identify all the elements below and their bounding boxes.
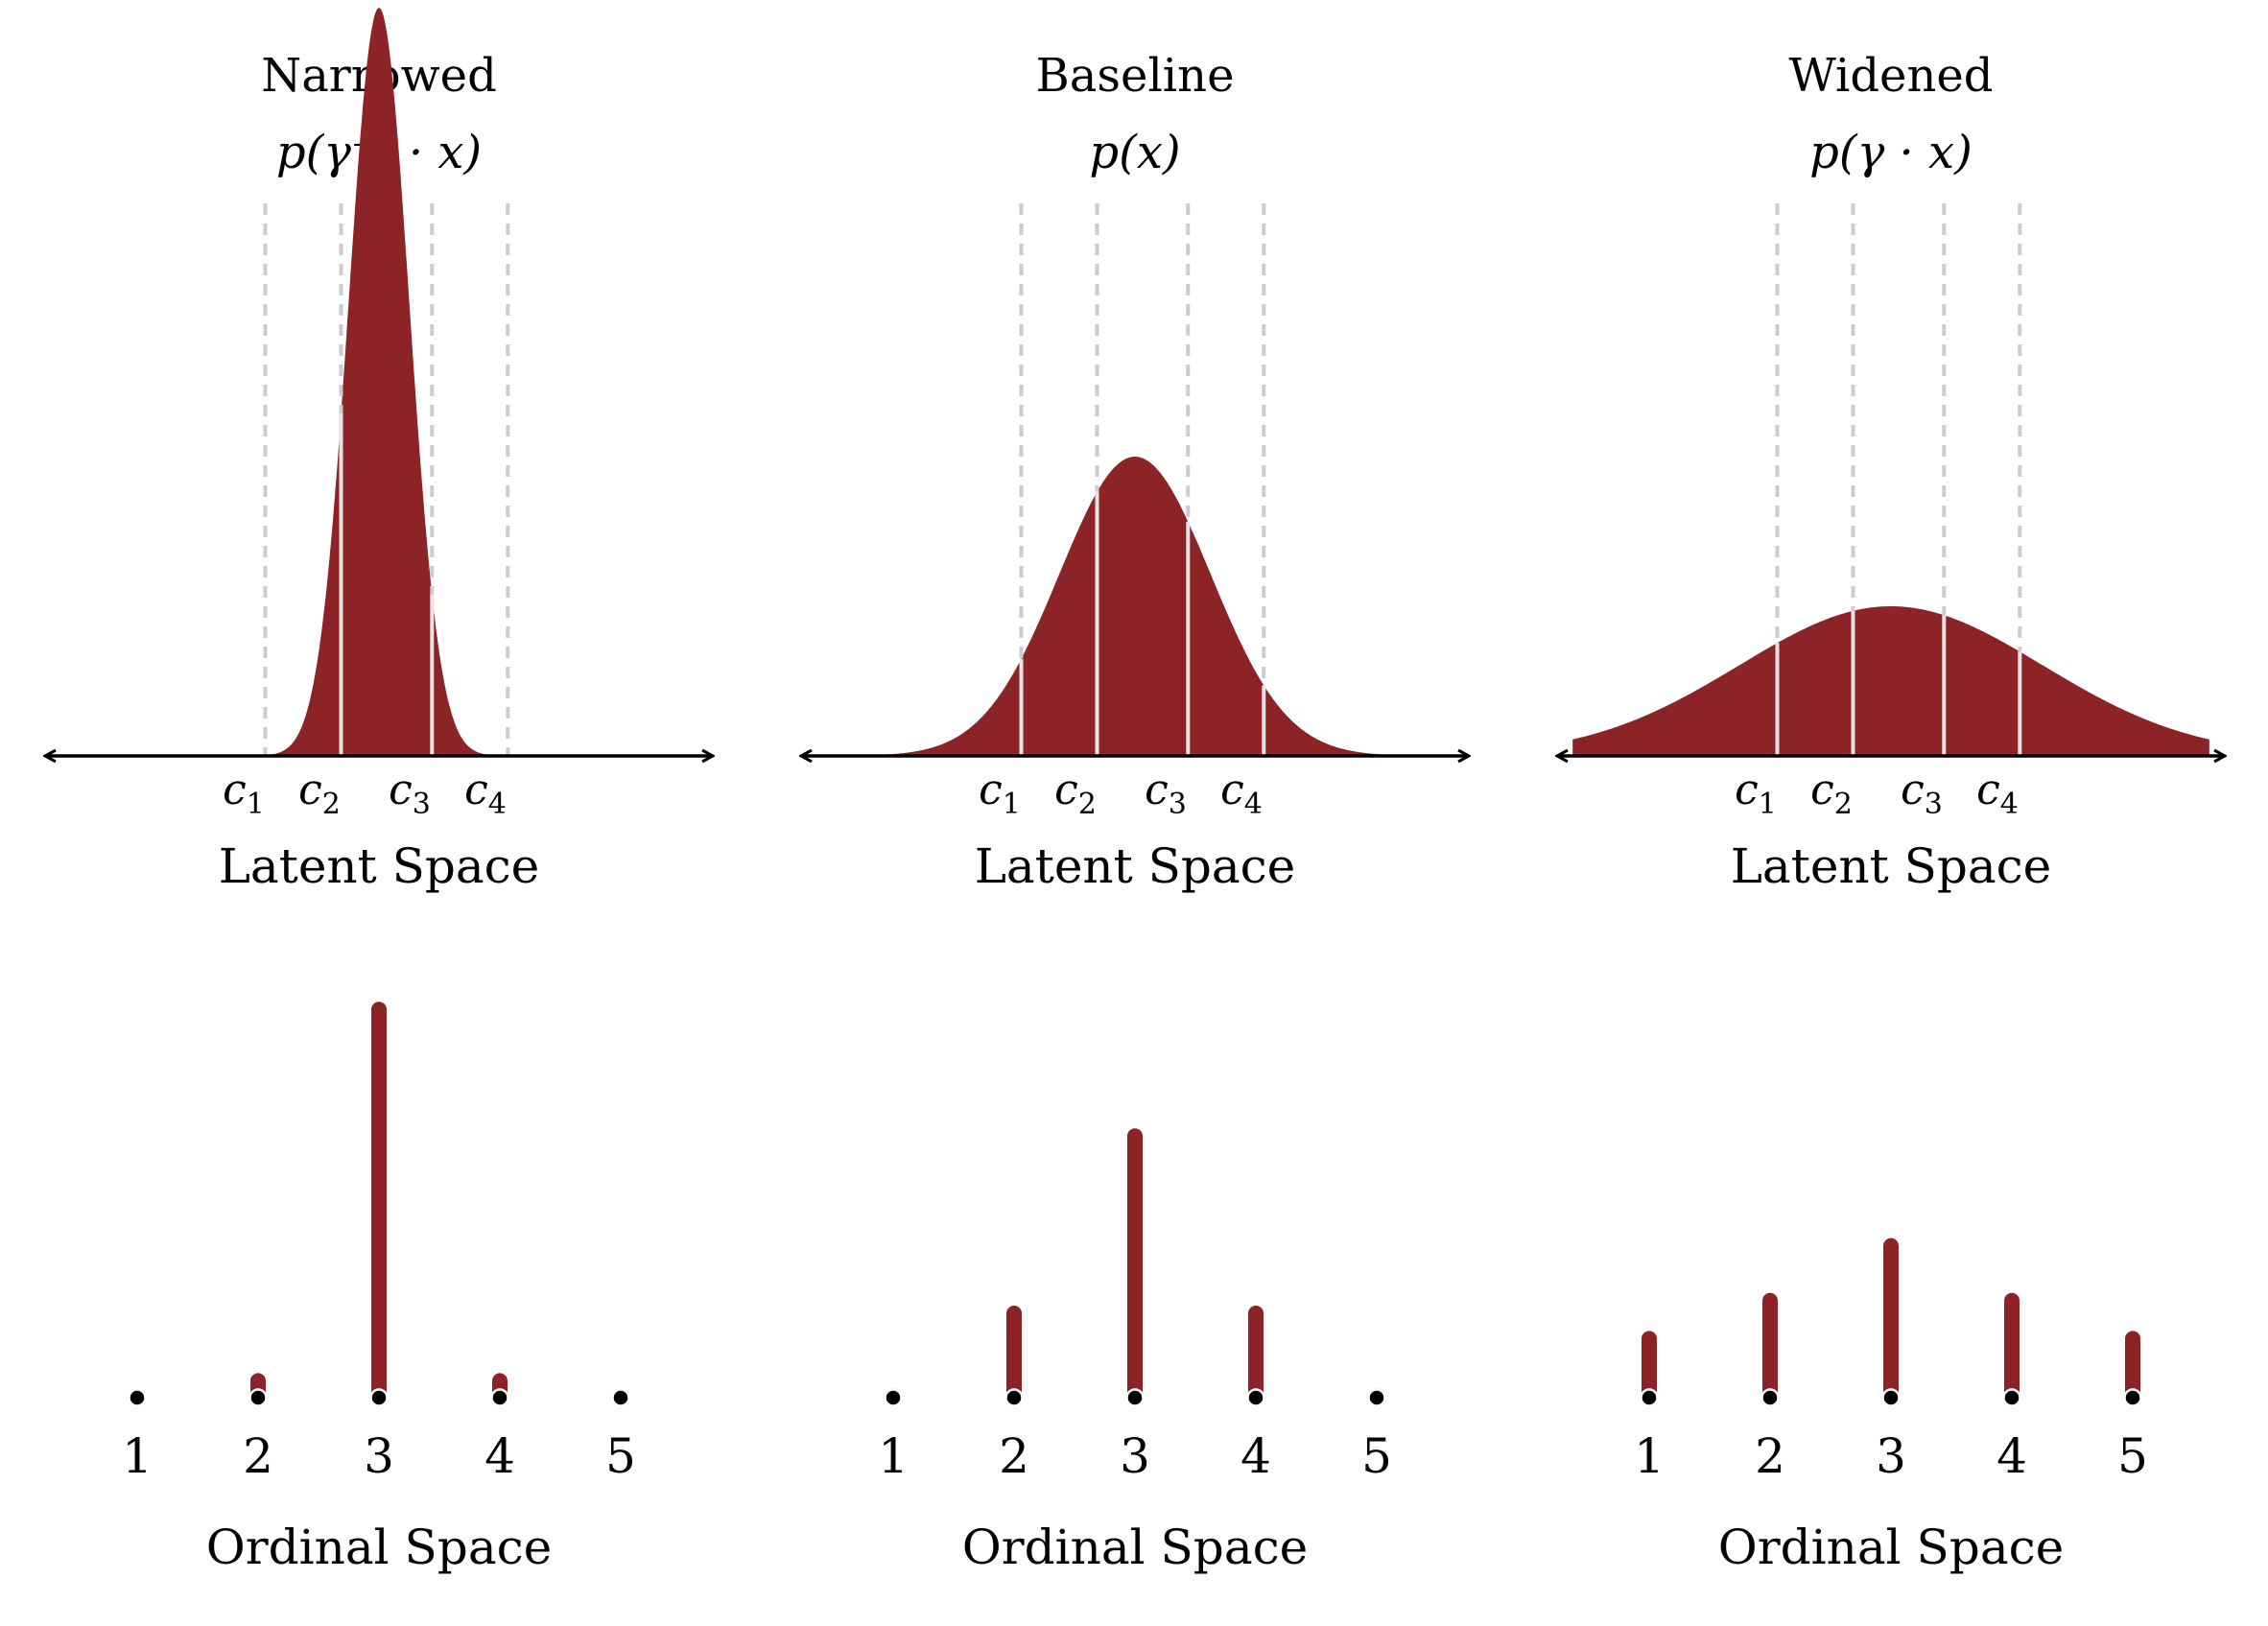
ordinal-label-4: 4 (1996, 1428, 2027, 1484)
cutpoint-label-c4: c4 (464, 766, 507, 821)
panel-widened: Widened p(γ · x) c1 c2 c3 c4 Latent Spac… (1558, 49, 2224, 1575)
panel-title: Widened (1788, 49, 1993, 103)
ordinal-label-1: 1 (878, 1428, 909, 1484)
panel-formula: p(γ · x) (1809, 126, 1973, 179)
ordinal-point-2 (1004, 1388, 1024, 1407)
ordinal-point-3 (1881, 1388, 1901, 1407)
latent-density (60, 8, 697, 756)
ordinal-tick-labels: 1 2 3 4 5 (1634, 1428, 2148, 1484)
panel-formula: p(x) (1089, 126, 1180, 179)
ordinal-point-5 (1367, 1388, 1386, 1407)
cutpoint-label-c3: c3 (1145, 766, 1187, 821)
ordinal-label-1: 1 (122, 1428, 153, 1484)
cutpoint-labels: c1 c2 c3 c4 (223, 766, 507, 821)
ordinal-label-3: 3 (1876, 1428, 1906, 1484)
cutpoint-label-c4: c4 (1220, 766, 1263, 821)
ordinal-point-5 (2123, 1388, 2142, 1407)
ordinal-point-3 (369, 1388, 389, 1407)
ordinal-point-3 (1125, 1388, 1145, 1407)
ordinal-point-4 (490, 1388, 509, 1407)
ordinal-label-5: 5 (605, 1428, 636, 1484)
ordinal-tick-labels: 1 2 3 4 5 (878, 1428, 1392, 1484)
cutpoint-label-c1: c1 (223, 766, 265, 821)
ordinal-point-4 (2002, 1388, 2021, 1407)
ordinal-space-label: Ordinal Space (962, 1520, 1308, 1575)
cutpoint-label-c3: c3 (1901, 766, 1943, 821)
ordinal-bars (1640, 1237, 2142, 1407)
panel-narrowed: Narrowed p(γ⁻¹ · x) c1 c2 c3 c4 Latent S… (46, 8, 712, 1575)
ordinal-label-4: 4 (1240, 1428, 1271, 1484)
panel-title: Baseline (1036, 49, 1235, 103)
latent-space-label: Latent Space (975, 838, 1296, 894)
ordinal-point-2 (1760, 1388, 1780, 1407)
ordinal-point-1 (1640, 1388, 1659, 1407)
latent-space-label: Latent Space (219, 838, 540, 894)
cutpoint-label-c3: c3 (389, 766, 431, 821)
ordinal-bars (128, 1002, 630, 1407)
latent-density (1572, 203, 2209, 756)
ordinal-point-5 (611, 1388, 630, 1407)
ordinal-space-label: Ordinal Space (1718, 1520, 2064, 1575)
ordinal-label-2: 2 (999, 1428, 1029, 1484)
ordinal-bars (884, 1128, 1386, 1407)
latent-density (816, 203, 1453, 756)
ordinal-tick-labels: 1 2 3 4 5 (122, 1428, 636, 1484)
ordinal-label-4: 4 (484, 1428, 515, 1484)
ordinal-label-2: 2 (1755, 1428, 1785, 1484)
ordinal-label-2: 2 (243, 1428, 273, 1484)
ordinal-label-5: 5 (2117, 1428, 2148, 1484)
ordinal-label-3: 3 (364, 1428, 394, 1484)
ordinal-point-1 (884, 1388, 903, 1407)
panel-baseline: Baseline p(x) c1 c2 c3 c4 Latent Space 1… (802, 49, 1468, 1575)
ordinal-space-label: Ordinal Space (206, 1520, 552, 1575)
cutpoint-label-c2: c2 (1054, 766, 1097, 821)
ordinal-point-4 (1246, 1388, 1265, 1407)
ordinal-point-2 (248, 1388, 268, 1407)
ordinal-label-5: 5 (1361, 1428, 1392, 1484)
latent-space-label: Latent Space (1731, 838, 2052, 894)
cutpoint-labels: c1 c2 c3 c4 (979, 766, 1263, 821)
ordinal-label-1: 1 (1634, 1428, 1665, 1484)
ordinal-label-3: 3 (1120, 1428, 1150, 1484)
cutpoint-labels: c1 c2 c3 c4 (1735, 766, 2019, 821)
density-area (60, 8, 697, 756)
ordinal-point-1 (128, 1388, 147, 1407)
cutpoint-label-c2: c2 (298, 766, 341, 821)
cutpoint-label-c4: c4 (1976, 766, 2019, 821)
cutpoint-label-c1: c1 (1735, 766, 1777, 821)
density-area (816, 457, 1453, 756)
density-area (1572, 606, 2209, 756)
cutpoint-label-c2: c2 (1810, 766, 1853, 821)
cutpoint-label-c1: c1 (979, 766, 1021, 821)
